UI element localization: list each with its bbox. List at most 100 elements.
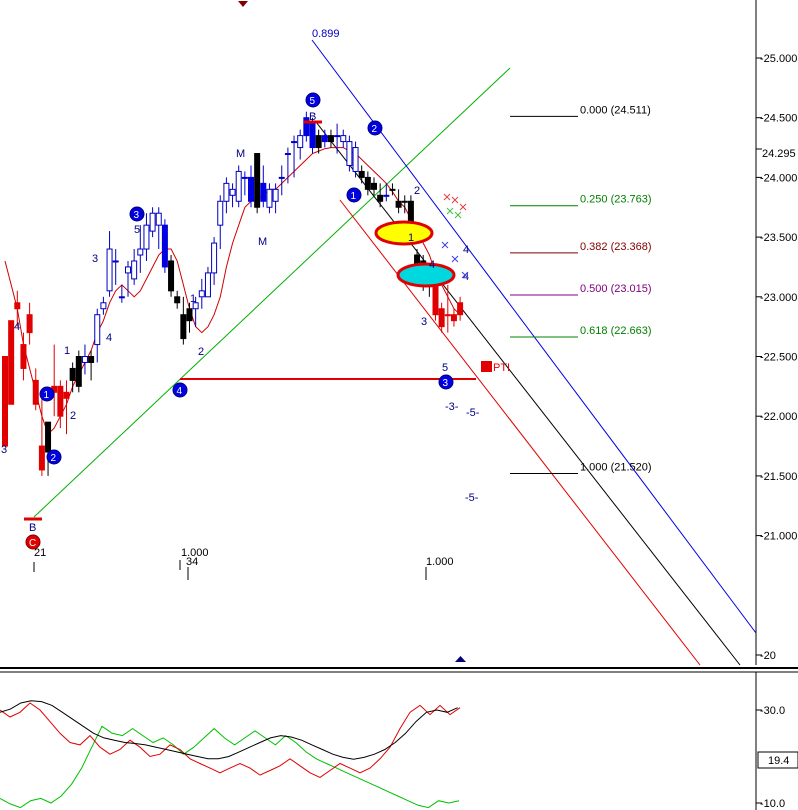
candle-body-50 <box>309 123 316 149</box>
candle-body-59 <box>364 176 371 190</box>
candle-body-20 <box>125 266 131 274</box>
candle-body-29 <box>180 314 187 340</box>
blue-channel-line <box>311 39 757 634</box>
candle-body-0 <box>2 356 8 447</box>
candle-body-49 <box>303 117 310 137</box>
indicator-green-line <box>0 725 460 809</box>
candle-body-57 <box>352 147 359 172</box>
current-price-label: 24.295 <box>762 148 796 160</box>
candle-body-39 <box>241 176 248 179</box>
candle-body-36 <box>223 182 230 202</box>
indicator-tick-label-0: -30.0 <box>760 705 785 717</box>
black-channel-line <box>315 121 741 666</box>
candle-body-16 <box>100 302 107 310</box>
candle-body-58 <box>358 170 365 178</box>
candle-body-10 <box>63 391 70 399</box>
price-tick-label-1: -24.500 <box>760 113 797 125</box>
fib-label-2: 0.382 (23.368) <box>580 241 652 253</box>
candle-body-5 <box>32 379 39 405</box>
candle-body-22 <box>137 248 144 256</box>
candle-body-42 <box>260 182 267 202</box>
top-marker-icon <box>238 1 248 7</box>
cycle-label-1000b: 1.000 <box>426 556 454 568</box>
red-channel-line <box>339 199 701 666</box>
price-panel <box>0 0 798 673</box>
wave-circle-5: 5 <box>305 92 321 108</box>
candle-body-37 <box>229 188 236 196</box>
wave-circle-markers: 1 2 3 4 5 2 1 3 C <box>25 92 454 550</box>
indicator-axis-ticks: -30.0 -10.0 <box>756 705 785 810</box>
candle-body-52 <box>321 135 328 143</box>
current-indicator-label: 19.4 <box>768 755 789 767</box>
svg-text:1: 1 <box>44 390 50 401</box>
price-tick-label-5: -22.500 <box>760 352 797 364</box>
green-trendline <box>33 67 511 518</box>
candle-body-18 <box>112 260 119 263</box>
candle-body-61 <box>377 194 384 202</box>
candle-body-6 <box>38 445 45 471</box>
candle-body-74 <box>457 302 464 316</box>
candle-body-73 <box>450 314 457 322</box>
candle-body-40 <box>248 176 254 202</box>
svg-text:3: 3 <box>443 378 449 389</box>
candle-body-14 <box>88 356 95 363</box>
svg-text:2: 2 <box>51 453 57 464</box>
candle-body-71 <box>438 308 445 328</box>
candle-body-51 <box>315 135 322 149</box>
candle-body-26 <box>161 224 168 268</box>
wave-label-3: 3 <box>1 444 7 456</box>
candle-body-25 <box>155 212 162 226</box>
candle-body-45 <box>278 176 285 179</box>
svg-text:4: 4 <box>177 386 183 397</box>
svg-text:C: C <box>29 538 36 549</box>
cyan-highlight-ellipse <box>396 262 456 288</box>
candle-body-23 <box>143 224 150 250</box>
trend-lines: 0.899 <box>33 28 757 666</box>
candle-body-35 <box>217 200 224 226</box>
candle-body-2 <box>14 302 21 310</box>
wave-label-neg3: -3- <box>445 401 459 413</box>
candle-body-54 <box>334 135 341 138</box>
candle-body-28 <box>174 296 181 304</box>
candle-body-56 <box>346 141 353 166</box>
candle-body-19 <box>118 296 125 299</box>
current-price-marker: 24.295 <box>756 148 796 160</box>
wave-label-neg5: -5- <box>466 407 480 419</box>
candle-body-13 <box>81 356 88 363</box>
wave-label-2b: 2 <box>198 346 204 358</box>
current-indicator-marker: 19.4 <box>757 751 798 769</box>
price-tick-label-4: -23.000 <box>760 292 797 304</box>
candle-body-63 <box>389 188 396 191</box>
wave-label-1b: 1 <box>190 293 196 305</box>
price-tick-label-6: -22.000 <box>760 411 797 423</box>
wave-label-M: M <box>236 148 245 160</box>
wave-circle-4: 4 <box>172 382 188 398</box>
candle-body-17 <box>106 248 113 292</box>
candle-body-4 <box>26 314 33 334</box>
candle-body-60 <box>371 182 377 190</box>
fib-label-0: 0.000 (24.511) <box>580 104 651 116</box>
wave-label-1: 1 <box>64 345 70 357</box>
wave-label-5b: 5 <box>442 362 448 374</box>
wave-circle-3: 3 <box>129 206 145 222</box>
candle-body-32 <box>198 290 205 298</box>
indicator-black-line <box>0 700 458 760</box>
candle-body-3 <box>20 344 27 369</box>
candle-body-38 <box>235 170 242 202</box>
cycle-label-34: 34 <box>186 556 198 568</box>
wave-label-2c: 2 <box>414 185 420 197</box>
wave-label-4b: 4 <box>106 332 112 344</box>
candle-body-30 <box>186 308 193 322</box>
candle-body-33 <box>204 272 211 298</box>
wave-label-4: 4 <box>14 321 20 333</box>
candle-body-7 <box>45 421 52 453</box>
wave-label-4c: 4 <box>429 259 435 271</box>
candle-body-41 <box>254 153 261 208</box>
cycle-label-21: 21 <box>34 547 46 559</box>
wave-circle-1b: 1 <box>346 187 362 203</box>
candle-body-9 <box>57 385 64 417</box>
price-tick-label-9: -20 <box>760 650 776 662</box>
wave-circle-1: 1 <box>39 386 55 402</box>
fib-label-1: 0.250 (23.763) <box>580 194 652 206</box>
